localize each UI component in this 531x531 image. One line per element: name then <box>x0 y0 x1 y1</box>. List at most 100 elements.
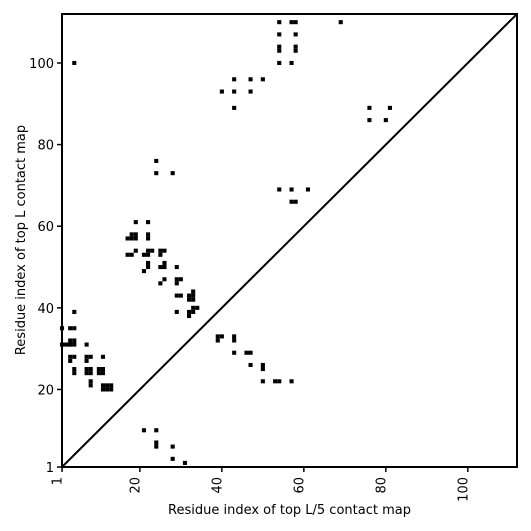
contact-point <box>64 342 69 347</box>
contact-point <box>187 309 192 314</box>
contact-point <box>191 297 196 302</box>
contact-point <box>293 20 298 25</box>
contact-point <box>68 354 73 359</box>
contact-point <box>129 232 134 237</box>
contact-point <box>260 367 265 372</box>
contact-point <box>178 277 183 282</box>
contact-point <box>133 220 138 225</box>
contact-point <box>170 456 175 461</box>
contact-point <box>289 187 294 192</box>
contact-point <box>162 277 167 282</box>
contact-point <box>178 293 183 298</box>
y-tick-label: 20 <box>37 383 54 398</box>
x-tick-label: 40 <box>210 477 225 494</box>
contact-point <box>215 338 220 343</box>
contact-point <box>367 105 372 110</box>
contact-point <box>154 440 159 445</box>
contact-point <box>277 20 282 25</box>
contact-point <box>154 444 159 449</box>
contact-point <box>195 305 200 310</box>
contact-point <box>100 371 106 376</box>
contact-point <box>125 252 130 257</box>
contact-point <box>158 252 163 257</box>
contact-point <box>68 338 73 343</box>
contact-point <box>293 44 298 49</box>
contact-point <box>232 89 237 94</box>
contact-point <box>146 220 151 225</box>
contact-point <box>72 342 77 347</box>
contact-point <box>158 281 163 286</box>
contact-point <box>154 158 159 163</box>
contact-point <box>146 232 151 237</box>
contact-point <box>100 387 106 392</box>
contact-point <box>133 232 138 237</box>
contact-point <box>72 371 77 376</box>
contact-point <box>187 313 192 319</box>
contact-point <box>244 350 249 355</box>
contact-point <box>68 342 73 347</box>
diagonal-line <box>61 13 518 468</box>
contact-point <box>232 338 237 343</box>
contact-point <box>260 379 265 384</box>
contact-point <box>277 32 282 37</box>
x-axis-title: Residue index of top L/5 contact map <box>168 503 411 518</box>
contact-point <box>232 77 237 82</box>
contact-point <box>72 326 77 331</box>
contact-point <box>146 236 151 241</box>
contact-point <box>88 383 93 388</box>
contact-point <box>277 48 282 53</box>
contact-point <box>154 171 159 176</box>
contact-point <box>232 105 237 110</box>
contact-point <box>158 264 163 270</box>
contact-point <box>133 248 138 253</box>
y-axis-ticks: 1 20 40 60 80 100 <box>29 57 62 476</box>
contact-point <box>96 367 101 372</box>
contact-point <box>170 171 175 176</box>
contact-point <box>289 20 294 25</box>
contact-point <box>72 367 77 372</box>
contact-point <box>387 105 392 110</box>
contact-point <box>174 309 179 314</box>
x-tick-label: 20 <box>128 477 143 494</box>
contact-point <box>88 367 93 372</box>
y-axis-title: Residue index of top L contact map <box>14 125 29 355</box>
contact-point <box>367 118 372 123</box>
contact-point <box>289 379 294 384</box>
contact-point <box>129 252 134 257</box>
contact-point <box>248 362 253 368</box>
contact-point <box>88 379 93 384</box>
contact-point <box>260 77 265 82</box>
x-tick-label: 100 <box>456 477 471 502</box>
contact-point <box>191 309 196 314</box>
contact-point <box>293 32 298 37</box>
contact-point <box>174 277 179 282</box>
contact-point <box>191 289 196 294</box>
contact-point <box>88 371 93 376</box>
contact-point <box>293 199 298 204</box>
contact-point <box>215 334 220 339</box>
contact-point <box>105 383 110 388</box>
contact-point <box>146 264 151 270</box>
contact-point <box>277 379 282 384</box>
contact-point <box>162 260 167 265</box>
contact-point <box>277 44 282 49</box>
contact-point <box>154 428 159 433</box>
contact-point <box>84 354 89 359</box>
contact-point <box>84 342 89 347</box>
contact-point <box>232 350 237 355</box>
contact-point <box>158 248 163 253</box>
contact-point <box>146 260 151 265</box>
contact-point <box>125 236 130 241</box>
contact-point <box>84 371 89 376</box>
x-axis-ticks: 1 20 40 60 80 100 <box>51 467 471 502</box>
contact-point <box>84 358 89 363</box>
contact-point <box>72 338 77 343</box>
contact-point <box>191 293 196 298</box>
contact-point <box>146 252 151 257</box>
contact-point <box>182 460 188 465</box>
contact-point <box>383 118 388 123</box>
contact-point <box>219 334 224 339</box>
y-tick-label: 100 <box>29 57 54 72</box>
contact-point <box>277 60 282 66</box>
